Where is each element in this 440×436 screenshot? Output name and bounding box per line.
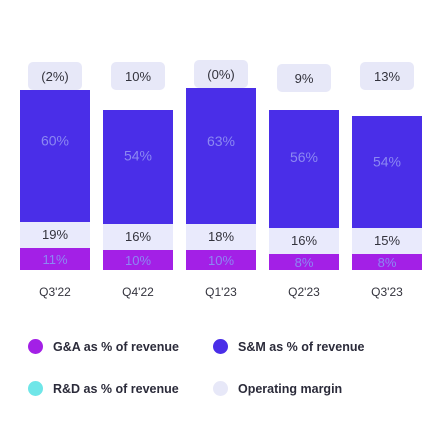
tick-label-q3-23: Q3'23 (371, 285, 403, 299)
label-opm-q3-22: (2%) (41, 69, 68, 84)
bar-ga-q1-23 (186, 250, 256, 270)
legend-label-ga: G&A as % of revenue (53, 339, 179, 354)
label-ga-q1-23: 10% (208, 253, 234, 268)
label-rd-q2-23: 16% (291, 233, 317, 248)
label-sm-q1-23: 63% (207, 133, 235, 149)
bar-rd-q3-22 (20, 222, 90, 248)
label-ga-q2-23: 8% (295, 255, 314, 270)
label-opm-q1-23: (0%) (207, 67, 234, 82)
legend-item-rd: R&D as % of revenue (28, 381, 179, 396)
label-rd-q4-22: 16% (125, 229, 151, 244)
legend-label-rd: R&D as % of revenue (53, 381, 179, 396)
bar-opm-q3-22 (28, 62, 82, 90)
chart-plot: 11% 60% 19% (2%) Q3'22 10% 54% 16% 10% Q4'22 10% 63… (20, 60, 422, 299)
legend-swatch-sm (213, 339, 228, 354)
legend-item-opm: Operating margin (213, 381, 342, 396)
bar-rd-q1-23 (186, 224, 256, 250)
label-rd-q3-22: 19% (42, 227, 68, 242)
legend-item-sm: S&M as % of revenue (213, 339, 364, 354)
chart-legend: G&A as % of revenue S&M as % of revenue … (0, 332, 440, 432)
legend-item-ga: G&A as % of revenue (28, 339, 179, 354)
tick-label-q3-22: Q3'22 (39, 285, 71, 299)
bar-ga-q2-23 (269, 254, 339, 270)
label-opm-q4-22: 10% (125, 69, 151, 84)
tick-label-q1-23: Q1'23 (205, 285, 237, 299)
bar-rd-q2-23 (269, 228, 339, 254)
bar-sm-q3-22 (20, 90, 90, 248)
label-rd-q1-23: 18% (208, 229, 234, 244)
bar-opm-q2-23 (277, 64, 331, 92)
bar-ga-q3-22 (20, 248, 90, 270)
bar-sm-q1-23 (186, 88, 256, 250)
legend-swatch-opm (213, 381, 228, 396)
label-sm-q3-23: 54% (373, 153, 401, 169)
label-rd-q3-23: 15% (374, 233, 400, 248)
bar-opm-q4-22 (111, 62, 165, 90)
legend-swatch-ga (28, 339, 43, 354)
label-ga-q3-23: 8% (378, 255, 397, 270)
tick-label-q4-22: Q4'22 (122, 285, 154, 299)
bar-opm-q1-23 (194, 60, 248, 88)
bar-rd-q4-22 (103, 224, 173, 250)
label-sm-q4-22: 54% (124, 147, 152, 163)
label-opm-q3-23: 13% (374, 69, 400, 84)
bar-rd-q3-23 (352, 228, 422, 254)
legend-swatch-rd (28, 381, 43, 396)
label-ga-q4-22: 10% (125, 253, 151, 268)
label-sm-q3-22: 60% (41, 132, 69, 148)
legend-label-sm: S&M as % of revenue (238, 339, 365, 354)
tick-label-q2-23: Q2'23 (288, 285, 320, 299)
label-opm-q2-23: 9% (295, 71, 314, 86)
bar-ga-q4-22 (103, 250, 173, 270)
bar-ga-q3-23 (352, 254, 422, 270)
label-ga-q3-22: 11% (42, 252, 67, 267)
label-sm-q2-23: 56% (290, 149, 318, 165)
bar-opm-q3-23 (360, 62, 414, 90)
legend-label-opm: Operating margin (238, 381, 343, 396)
